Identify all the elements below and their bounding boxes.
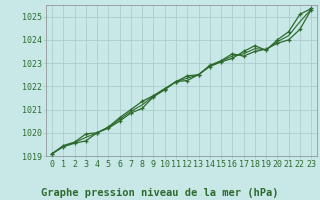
- Text: Graphe pression niveau de la mer (hPa): Graphe pression niveau de la mer (hPa): [41, 188, 279, 198]
